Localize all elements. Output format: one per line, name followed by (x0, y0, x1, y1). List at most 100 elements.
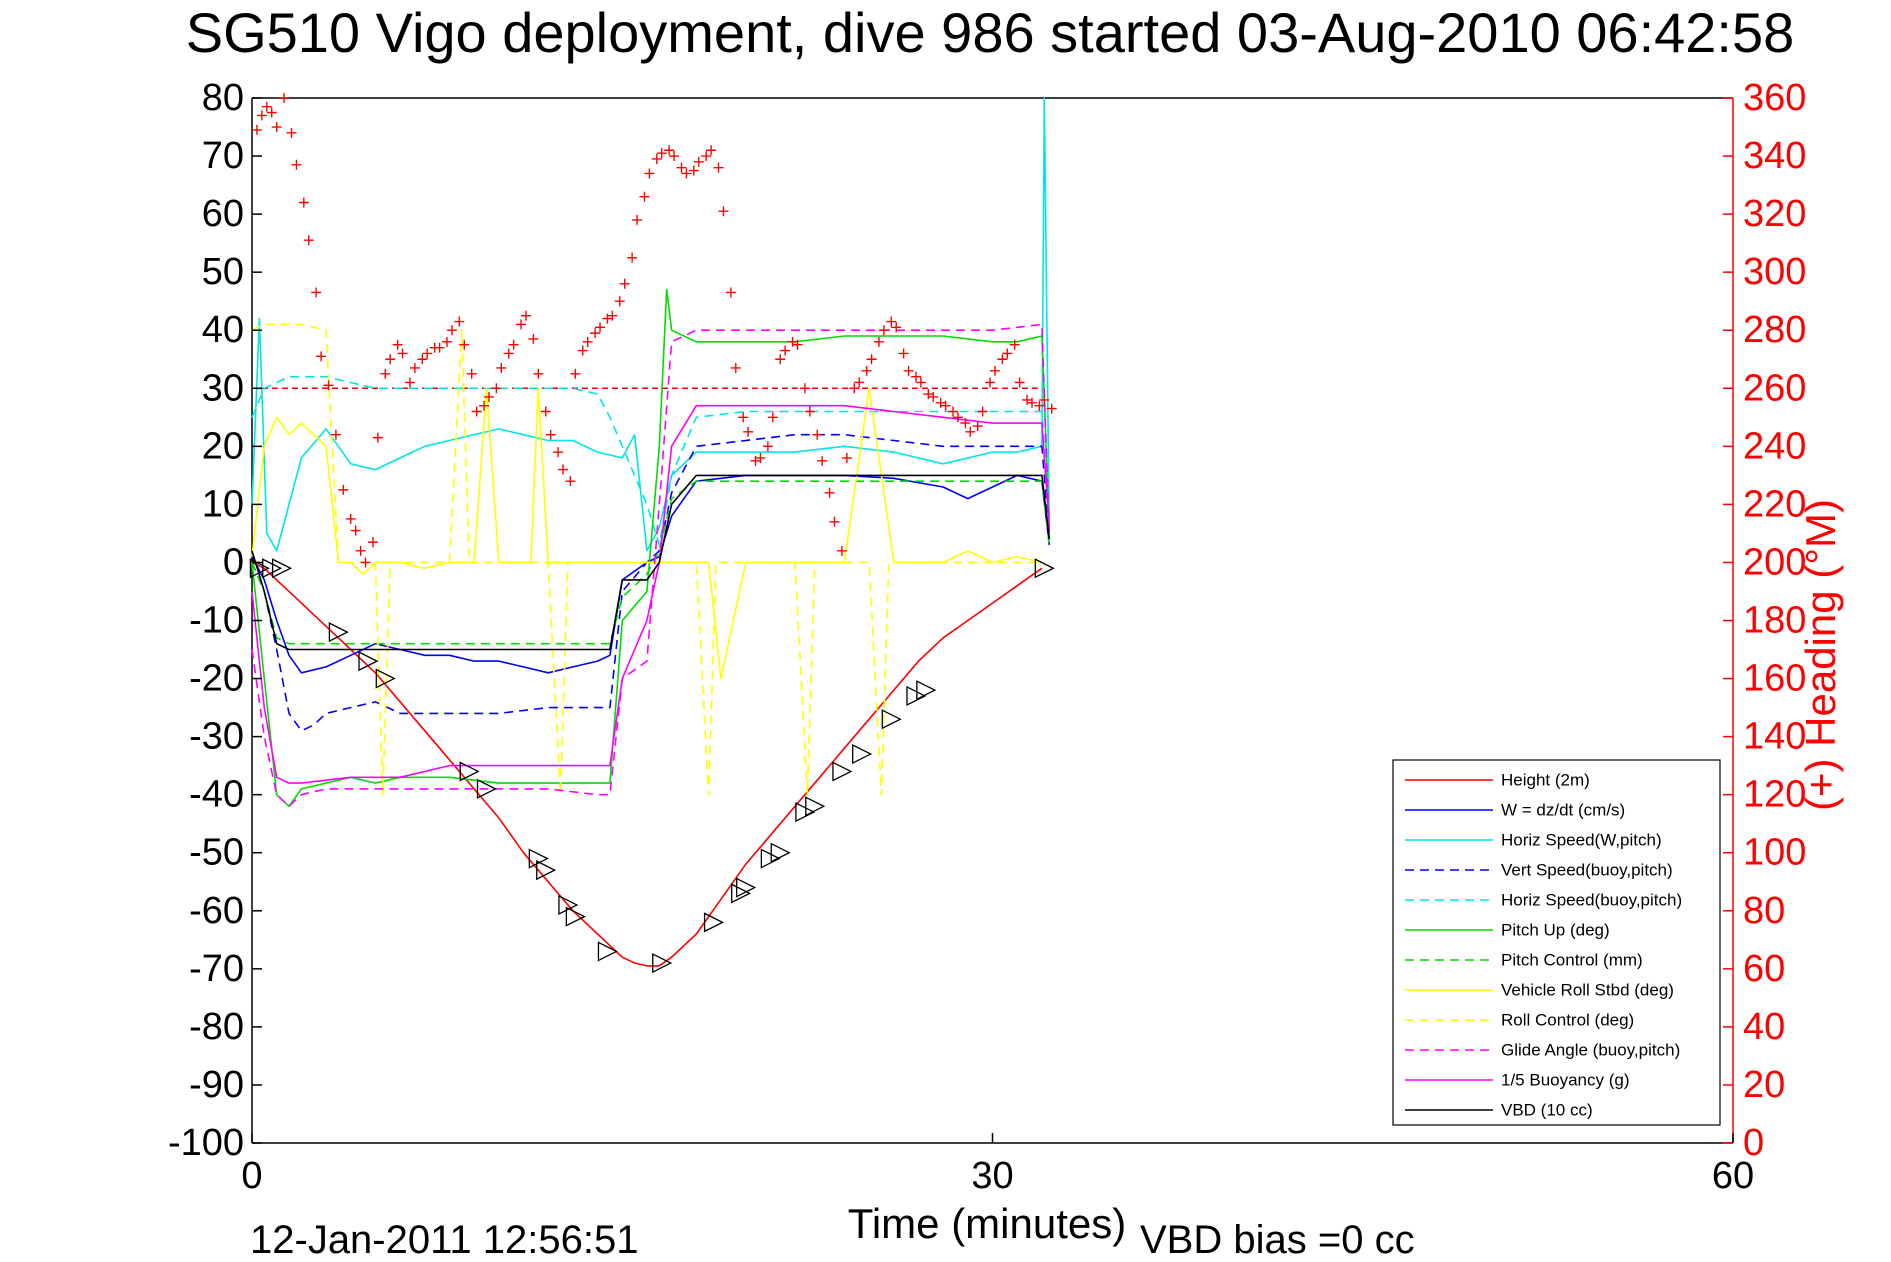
heading-point (725, 287, 736, 298)
chart-title: SG510 Vigo deployment, dive 986 started … (186, 1, 1795, 64)
heading-point (743, 426, 754, 437)
heading-point (385, 354, 396, 365)
height-triangle-marker (852, 743, 873, 765)
heading-point (466, 368, 477, 379)
heading-point (977, 406, 988, 417)
height-triangle-marker (558, 894, 579, 916)
heading-point (915, 377, 926, 388)
legend-label-8: Roll Control (deg) (1501, 1011, 1634, 1030)
heading-point (261, 101, 272, 112)
series-line-1 (251, 474, 1051, 674)
legend-label-10: 1/5 Buoyancy (g) (1501, 1071, 1630, 1090)
y-tick-label: -20 (189, 658, 244, 700)
right-tick-label: 180 (1743, 600, 1806, 642)
heading-point (540, 406, 551, 417)
heading-point (836, 545, 847, 556)
right-tick-label: 80 (1743, 890, 1785, 932)
heading-point (669, 151, 680, 162)
heading-point (681, 168, 692, 179)
heading-point (409, 362, 420, 373)
legend-label-0: Height (2m) (1501, 771, 1590, 790)
heading-point (607, 310, 618, 321)
heading-point (316, 351, 327, 362)
heading-point (533, 368, 544, 379)
heading-point (503, 348, 514, 359)
heading-point (565, 476, 576, 487)
heading-point (491, 383, 502, 394)
left-axis-ticks: 80 70 60 50 40 30 20 10 0 -10 -20 -30 -40 -50 -60 -70 -8… (168, 77, 262, 1164)
heading-point (1014, 377, 1025, 388)
y-tick-label: 50 (202, 251, 244, 293)
y-tick-label: -90 (189, 1064, 244, 1106)
heading-point (989, 365, 1000, 376)
heading-point (799, 383, 810, 394)
y-tick-label: -80 (189, 1006, 244, 1048)
height-triangle-marker (565, 906, 586, 927)
heading-point (528, 333, 539, 344)
heading-point (286, 127, 297, 138)
x-tick-label: 30 (971, 1155, 1013, 1197)
heading-point (873, 336, 884, 347)
right-tick-label: 200 (1743, 541, 1806, 583)
y-tick-label: -10 (189, 600, 244, 642)
legend-label-3: Vert Speed(buoy,pitch) (1501, 861, 1673, 880)
heading-point (928, 391, 939, 402)
heading-point (256, 110, 267, 121)
heading-point (775, 354, 786, 365)
heading-point (701, 151, 712, 162)
heading-point (792, 339, 803, 350)
series-line-8 (251, 323, 1042, 796)
y-tick-label: -100 (168, 1122, 244, 1164)
height-triangle-marker (358, 651, 379, 672)
right-tick-label: 20 (1743, 1064, 1785, 1106)
heading-point (627, 252, 638, 263)
series-line-2 (251, 97, 1051, 552)
legend-label-1: W = dz/dt (cm/s) (1501, 801, 1625, 820)
legend: Height (2m) W = dz/dt (cm/s) Horiz Speed(W… (1392, 759, 1721, 1126)
height-triangle-marker (652, 952, 673, 974)
y-tick-label: 40 (202, 309, 244, 351)
heading-point (644, 168, 655, 179)
heading-point (434, 342, 445, 353)
heading-point (577, 345, 588, 356)
heading-point (688, 165, 699, 176)
heading-point (345, 513, 356, 524)
heading-point (972, 421, 983, 432)
heading-point (985, 377, 996, 388)
heading-point (1002, 348, 1013, 359)
y-tick-label: -70 (189, 948, 244, 990)
heading-point (910, 371, 921, 382)
heading-point (350, 525, 361, 536)
heading-point (898, 348, 909, 359)
heading-point (738, 412, 749, 423)
heading-point (664, 145, 675, 156)
right-tick-label: 160 (1743, 658, 1806, 700)
legend-label-7: Vehicle Roll Stbd (deg) (1501, 981, 1674, 1000)
heading-point (298, 197, 309, 208)
y-tick-label: 30 (202, 367, 244, 409)
heading-point (582, 336, 593, 347)
heading-point (676, 162, 687, 173)
heading-point (311, 287, 322, 298)
heading-point (960, 418, 971, 429)
legend-label-9: Glide Angle (buoy,pitch) (1501, 1041, 1680, 1060)
heading-point (693, 156, 704, 167)
heading-point (713, 162, 724, 173)
heading-point (496, 362, 507, 373)
heading-point (965, 426, 976, 437)
height-triangle-marker (805, 796, 826, 817)
heading-point (632, 214, 643, 225)
heading-point (706, 145, 717, 156)
heading-point (824, 487, 835, 498)
heading-point (271, 122, 282, 133)
heading-point (997, 354, 1008, 365)
height-triangle-marker (375, 668, 396, 689)
heading-point (1026, 397, 1037, 408)
heading-point (940, 400, 951, 411)
heading-point (266, 107, 277, 118)
legend-label-4: Horiz Speed(buoy,pitch) (1501, 891, 1682, 910)
heading-point (849, 383, 860, 394)
heading-point (422, 348, 433, 359)
heading-point (330, 429, 341, 440)
